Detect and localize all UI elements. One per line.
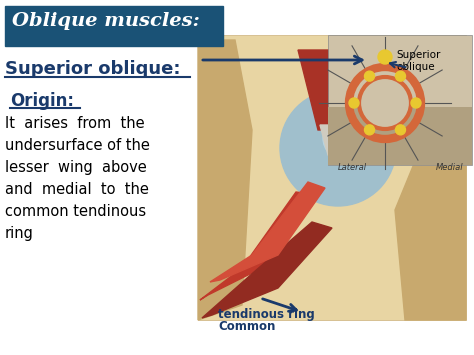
Circle shape — [323, 116, 367, 160]
Text: Superior: Superior — [396, 50, 440, 60]
Bar — [328, 106, 472, 165]
Polygon shape — [298, 50, 372, 130]
Bar — [198, 35, 466, 320]
Bar — [328, 35, 472, 165]
Polygon shape — [395, 40, 466, 320]
Text: Medial: Medial — [436, 163, 464, 172]
Text: and  medial  to  the: and medial to the — [5, 182, 149, 197]
Text: tendinous ring: tendinous ring — [218, 308, 315, 321]
Text: ring: ring — [5, 226, 34, 241]
Circle shape — [395, 125, 405, 135]
Text: oblique: oblique — [396, 62, 435, 72]
Circle shape — [280, 90, 396, 206]
Text: lesser  wing  above: lesser wing above — [5, 160, 147, 175]
Circle shape — [365, 125, 374, 135]
Text: Superior oblique:: Superior oblique: — [5, 60, 181, 78]
Text: Origin:: Origin: — [10, 92, 74, 110]
Circle shape — [359, 77, 411, 129]
Text: Oblique muscles:: Oblique muscles: — [12, 12, 200, 30]
Circle shape — [411, 98, 421, 108]
Text: common tendinous: common tendinous — [5, 204, 146, 219]
Circle shape — [395, 71, 405, 81]
Polygon shape — [198, 40, 252, 320]
Text: undersurface of the: undersurface of the — [5, 138, 150, 153]
Polygon shape — [200, 192, 318, 300]
Bar — [5, 6, 223, 46]
Text: It  arises  from  the: It arises from the — [5, 116, 145, 131]
Polygon shape — [320, 125, 350, 155]
Text: Lateral: Lateral — [338, 163, 367, 172]
Circle shape — [365, 71, 374, 81]
Text: Common: Common — [218, 320, 275, 333]
Circle shape — [378, 50, 392, 64]
Polygon shape — [202, 222, 332, 318]
Circle shape — [349, 98, 359, 108]
Polygon shape — [210, 182, 325, 282]
